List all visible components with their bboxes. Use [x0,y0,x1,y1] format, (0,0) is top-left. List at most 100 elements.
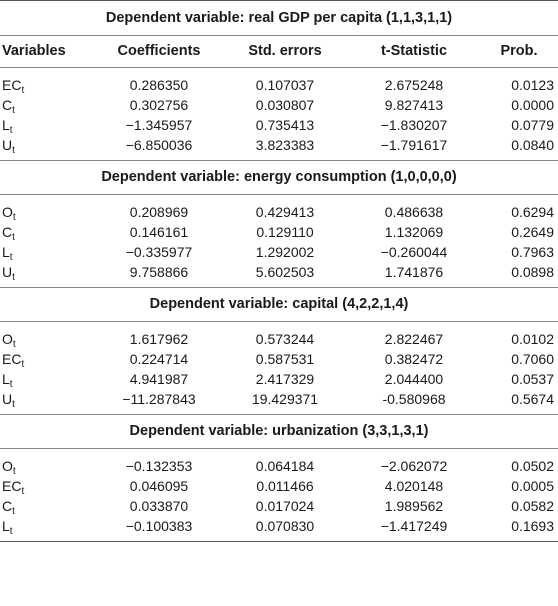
variable-name: L [2,518,10,534]
std-error-cell: 0.429413 [255,204,315,220]
variable-subscript: t [21,85,25,96]
spacer-cell [0,449,558,457]
variable-name: C [2,224,13,240]
t-statistic-cell: 0.382472 [384,351,444,367]
variable-name: EC [2,351,22,367]
std-error-cell: 19.429371 [251,391,319,407]
section-title: Dependent variable: energy consumption (… [0,160,558,195]
variable-subscript: t [12,272,15,283]
t-statistic-cell: 1.132069 [384,224,444,240]
variable-name: O [2,331,13,347]
coefficient-cell: −0.100383 [125,518,193,534]
variable-cell: ECt [0,75,96,96]
variable-cell: Lt [0,516,96,537]
variable-cell: Ct [0,222,96,243]
table-row: Ct 0.302756 0.030807 9.827413 0.0000 [0,95,558,116]
coefficient-cell: 0.046095 [129,478,189,494]
std-error-cell: 1.292002 [255,244,315,260]
regression-table: Dependent variable: real GDP per capita … [0,0,558,542]
t-statistic-cell: 2.822467 [384,331,444,347]
header-prob: Prob. [480,35,558,68]
variable-name: U [2,137,13,153]
section-title: Dependent variable: real GDP per capita … [0,0,558,36]
header-variables: Variables [0,35,96,68]
variable-name: O [2,204,13,220]
coefficient-cell: 1.617962 [129,331,189,347]
t-statistic-cell: −1.791617 [380,137,448,153]
row-gap [0,536,558,542]
row-spacer [0,449,558,457]
prob-cell: 0.1693 [511,518,555,534]
variable-subscript: t [9,125,13,136]
variable-cell: Lt [0,242,96,263]
variable-subscript: t [9,252,13,263]
coefficient-cell: −0.132353 [125,458,193,474]
prob-cell: 0.0779 [511,117,555,133]
std-error-cell: 2.417329 [255,371,315,387]
variable-subscript: t [21,359,25,370]
std-error-cell: 0.064184 [255,458,315,474]
table-row: ECt 0.286350 0.107037 2.675248 0.0123 [0,75,558,96]
variable-subscript: t [12,105,15,116]
variable-name: C [2,498,13,514]
variable-cell: ECt [0,349,96,370]
section-title-row: Dependent variable: energy consumption (… [0,160,558,195]
header-std-errors: Std. errors [222,35,348,68]
prob-cell: 0.0898 [511,264,555,280]
t-statistic-cell: 9.827413 [384,97,444,113]
coefficient-cell: −0.335977 [125,244,193,260]
table-row: Ot −0.132353 0.064184 −2.062072 0.0502 [0,456,558,477]
prob-cell: 0.5674 [511,391,555,407]
spacer-cell [0,322,558,330]
t-statistic-cell: −1.830207 [380,117,448,133]
std-error-cell: 0.011466 [256,478,314,494]
variable-cell: Ot [0,202,96,223]
variable-name: EC [2,77,22,93]
std-error-cell: 5.602503 [255,264,315,280]
std-error-cell: 0.735413 [255,117,315,133]
table-row: Lt −0.100383 0.070830 −1.417249 0.1693 [0,516,558,537]
prob-cell: 0.0582 [511,498,555,514]
table-row: Ut −6.850036 3.823383 −1.791617 0.0840 [0,135,558,156]
prob-cell: 0.0502 [511,458,555,474]
header-t-statistic: t-Statistic [348,35,480,68]
variable-cell: Ct [0,496,96,517]
variable-name: O [2,458,13,474]
variable-subscript: t [12,339,16,350]
variable-name: U [2,264,13,280]
std-error-cell: 0.129110 [256,224,314,240]
variable-subscript: t [12,145,15,156]
variable-cell: Ut [0,262,96,283]
std-error-cell: 0.030807 [255,97,315,113]
variable-name: L [2,371,10,387]
prob-cell: 0.0102 [511,331,555,347]
std-error-cell: 0.587531 [255,351,315,367]
column-header-row: Variables Coefficients Std. errors t-Statis… [0,35,558,68]
table-row: Ot 0.208969 0.429413 0.486638 0.6294 [0,202,558,223]
coefficient-cell: 0.208969 [129,204,189,220]
coefficient-cell: −1.345957 [125,117,193,133]
t-statistic-cell: −1.417249 [380,518,448,534]
prob-cell: 0.0840 [511,137,555,153]
table-row: Ot 1.617962 0.573244 2.822467 0.0102 [0,329,558,350]
variable-cell: Ut [0,135,96,156]
table-row: Lt −0.335977 1.292002 −0.260044 0.7963 [0,242,558,263]
t-statistic-cell: −2.062072 [380,458,448,474]
regression-table-sheet: Dependent variable: real GDP per capita … [0,0,558,542]
variable-subscript: t [9,526,13,537]
std-error-cell: 0.017024 [255,498,315,514]
t-statistic-cell: 4.020148 [384,478,444,494]
variable-name: U [2,391,13,407]
prob-cell: 0.0000 [511,97,555,113]
prob-cell: 0.7963 [511,244,555,260]
variable-name: L [2,244,10,260]
prob-cell: 0.7060 [511,351,555,367]
prob-cell: 0.0005 [511,478,555,494]
table-row: ECt 0.224714 0.587531 0.382472 0.7060 [0,349,558,370]
table-row: ECt 0.046095 0.011466 4.020148 0.0005 [0,476,558,497]
table-row: Lt −1.345957 0.735413 −1.830207 0.0779 [0,115,558,136]
row-spacer [0,195,558,203]
header-coefficients: Coefficients [96,35,222,68]
spacer-cell [0,68,558,76]
variable-cell: Ut [0,389,96,410]
